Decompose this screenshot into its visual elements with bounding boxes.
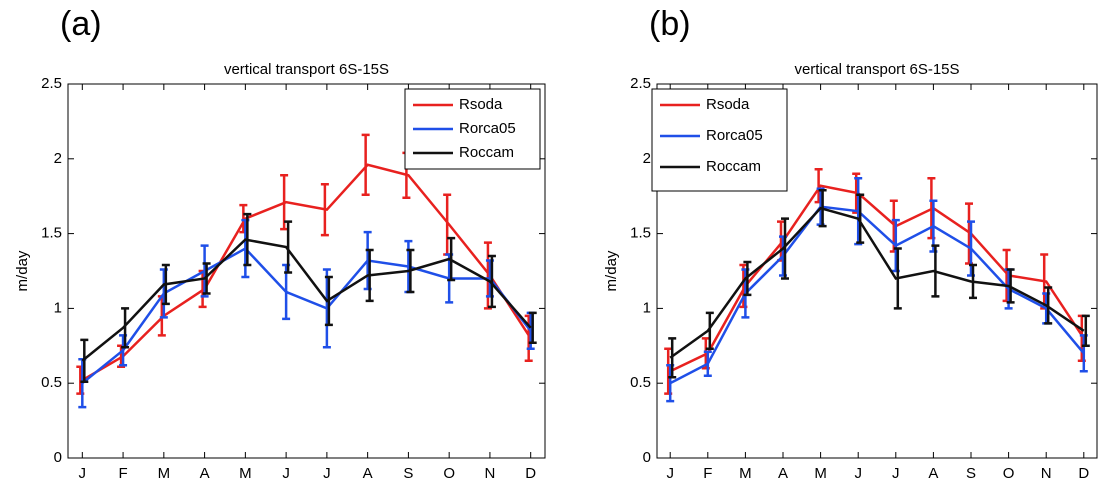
- x-tick-label: M: [739, 465, 752, 482]
- x-tick-label: J: [282, 465, 290, 482]
- y-tick-label: 0.5: [41, 374, 62, 391]
- x-tick-label: M: [239, 465, 252, 482]
- error-bar: [705, 311, 714, 351]
- error-bar: [365, 248, 374, 303]
- x-tick-label: A: [928, 465, 938, 482]
- error-bar: [243, 212, 252, 267]
- error-bar: [854, 176, 863, 246]
- error-bar: [322, 268, 331, 349]
- legend-label: Roccam: [706, 158, 761, 175]
- x-tick-label: N: [485, 465, 496, 482]
- y-tick-label: 2: [643, 150, 651, 167]
- series-line: [81, 238, 532, 362]
- x-tick-label: D: [1078, 465, 1089, 482]
- x-tick-label: O: [1003, 465, 1015, 482]
- x-tick-label: D: [525, 465, 536, 482]
- error-bar: [1044, 286, 1053, 325]
- error-bar: [781, 217, 789, 280]
- x-tick-label: F: [118, 465, 127, 482]
- series-line: [81, 163, 532, 382]
- legend-label: Rorca05: [706, 127, 763, 144]
- error-bar: [280, 174, 289, 231]
- y-tick-label: 1: [54, 299, 62, 316]
- y-axis-label: m/day: [14, 250, 31, 291]
- error-bar: [893, 247, 902, 310]
- error-bar: [969, 263, 977, 300]
- x-tick-label: J: [79, 465, 87, 482]
- series-line: [669, 205, 1085, 385]
- x-tick-label: O: [443, 465, 455, 482]
- legend-label: Rsoda: [706, 96, 750, 113]
- panel-label: (b): [649, 5, 691, 43]
- y-tick-label: 2: [54, 150, 62, 167]
- panel-label: (a): [60, 5, 102, 43]
- plot-frame: [67, 83, 546, 459]
- error-bar: [931, 244, 940, 298]
- error-bar: [324, 275, 333, 327]
- x-tick-label: F: [703, 465, 712, 482]
- x-tick-label: S: [403, 465, 413, 482]
- y-tick-label: 0: [54, 449, 62, 466]
- x-tick-label: M: [814, 465, 827, 482]
- legend-label: Rorca05: [459, 120, 516, 137]
- x-tick-label: J: [323, 465, 331, 482]
- error-bar: [856, 193, 865, 244]
- error-bar: [1006, 268, 1015, 304]
- x-tick-label: A: [200, 465, 210, 482]
- error-bar: [406, 248, 415, 294]
- error-bar: [202, 262, 211, 295]
- y-tick-label: 2.5: [41, 75, 62, 92]
- x-tick-label: J: [854, 465, 862, 482]
- y-tick-label: 1.5: [41, 225, 62, 242]
- series-line: [669, 206, 1085, 359]
- y-tick-label: 0: [643, 449, 651, 466]
- error-bar: [528, 311, 537, 345]
- x-tick-label: J: [666, 465, 674, 482]
- error-bar: [818, 188, 827, 228]
- error-bar: [80, 338, 89, 383]
- error-bar: [668, 337, 677, 379]
- series-line: [669, 184, 1085, 373]
- error-bar: [320, 182, 329, 237]
- plot-frame: [656, 83, 1098, 459]
- error-bar: [703, 350, 712, 377]
- x-tick-label: A: [778, 465, 788, 482]
- error-bar: [743, 260, 752, 297]
- y-tick-label: 0.5: [630, 374, 651, 391]
- series-line: [81, 246, 532, 385]
- x-tick-label: S: [966, 465, 976, 482]
- x-tick-label: J: [892, 465, 900, 482]
- error-bar: [361, 133, 370, 196]
- x-tick-label: N: [1041, 465, 1052, 482]
- x-tick-label: M: [158, 465, 171, 482]
- error-bar: [121, 307, 130, 349]
- y-tick-label: 1: [643, 299, 651, 316]
- chart-title: vertical transport 6S-15S: [224, 61, 389, 78]
- y-tick-label: 2.5: [630, 75, 651, 92]
- y-tick-label: 1.5: [630, 225, 651, 242]
- error-bar: [447, 236, 456, 282]
- legend-label: Roccam: [459, 144, 514, 161]
- y-axis-label: m/day: [603, 250, 620, 291]
- chart-title: vertical transport 6S-15S: [794, 61, 959, 78]
- error-bar: [284, 220, 293, 274]
- error-bar: [487, 254, 496, 309]
- x-tick-label: A: [363, 465, 373, 482]
- error-bar: [200, 244, 209, 298]
- legend-label: Rsoda: [459, 96, 503, 113]
- error-bar: [1081, 314, 1090, 348]
- error-bar: [161, 263, 170, 306]
